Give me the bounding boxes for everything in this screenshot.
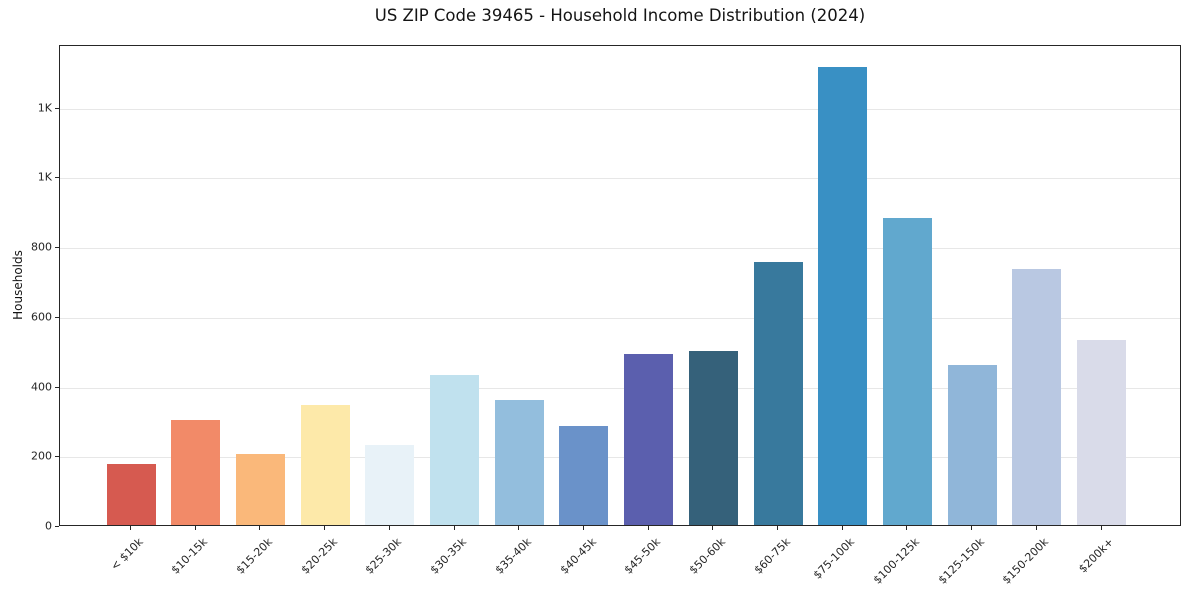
x-tick-label: $30-35k [427, 535, 470, 577]
x-tick-label: $10-15k [169, 535, 211, 577]
x-tick-mark [777, 526, 778, 530]
bar-8 [559, 425, 609, 525]
x-tick-label: $60-75k [751, 535, 793, 577]
gridline [60, 108, 1180, 110]
plot-area [59, 45, 1181, 526]
x-tick-label: $50-60k [686, 535, 728, 577]
x-tick-label: $15-20k [233, 535, 275, 577]
y-tick-mark [55, 526, 59, 527]
gridline [60, 457, 1180, 459]
x-tick-label: < $10k [108, 535, 146, 573]
y-axis-label: Households [11, 250, 25, 320]
x-tick-mark [582, 526, 584, 530]
x-tick-mark [712, 526, 714, 530]
bar-11 [753, 261, 803, 525]
bar-16 [1077, 340, 1126, 525]
y-tick-mark [55, 386, 59, 388]
bar-2 [171, 420, 221, 525]
x-tick-mark [971, 526, 973, 530]
x-tick-mark [259, 526, 261, 530]
x-tick-label: $35-40k [492, 535, 534, 577]
y-tick-label: 0 [45, 519, 52, 533]
bar-12 [818, 66, 868, 525]
x-tick-label: $40-45k [557, 535, 599, 577]
bar-15 [1012, 268, 1062, 525]
gridline [60, 317, 1180, 319]
x-tick-mark [324, 526, 326, 530]
x-tick-label: $150-200k [1000, 535, 1052, 587]
y-tick-label: 600 [31, 310, 52, 324]
x-tick-label: $200k+ [1076, 535, 1117, 576]
x-tick-label: $125-150k [935, 535, 987, 587]
y-tick-mark [55, 177, 59, 179]
bar-7 [494, 399, 544, 525]
gridline [60, 178, 1180, 180]
bar-3 [235, 453, 285, 525]
bar-1 [106, 464, 156, 525]
y-tick-label: 200 [31, 449, 52, 463]
bar-14 [947, 364, 997, 525]
y-tick-label: 400 [31, 380, 52, 394]
bar-5 [365, 444, 415, 525]
gridline [60, 248, 1180, 250]
y-tick-mark [55, 456, 59, 458]
y-tick-label: 1K [37, 170, 52, 184]
x-tick-mark [647, 526, 649, 530]
x-tick-label: $100-125k [870, 535, 922, 587]
x-tick-mark [841, 526, 843, 530]
x-tick-mark [453, 526, 455, 530]
x-tick-mark [130, 526, 131, 530]
x-tick-label: $25-30k [363, 535, 405, 577]
bar-13 [882, 218, 932, 525]
x-tick-mark [194, 526, 196, 530]
x-tick-mark [1035, 526, 1037, 530]
y-tick-mark [55, 107, 59, 109]
x-tick-mark [388, 526, 390, 530]
x-tick-label: $45-50k [621, 535, 664, 577]
chart-title: US ZIP Code 39465 - Household Income Dis… [374, 6, 866, 25]
bar-6 [430, 375, 479, 525]
y-tick-mark [55, 316, 59, 318]
y-tick-label: 800 [31, 240, 52, 254]
gridline [60, 387, 1180, 389]
x-tick-label: $20-25k [298, 535, 340, 577]
bar-4 [300, 404, 350, 525]
x-tick-mark [906, 526, 908, 530]
y-tick-mark [55, 247, 59, 249]
x-tick-mark [518, 526, 520, 530]
bar-10 [688, 350, 738, 525]
x-tick-mark [1100, 526, 1102, 530]
bar-9 [624, 354, 674, 525]
x-tick-label: $75-100k [811, 535, 858, 582]
y-tick-label: 1K [37, 101, 52, 115]
